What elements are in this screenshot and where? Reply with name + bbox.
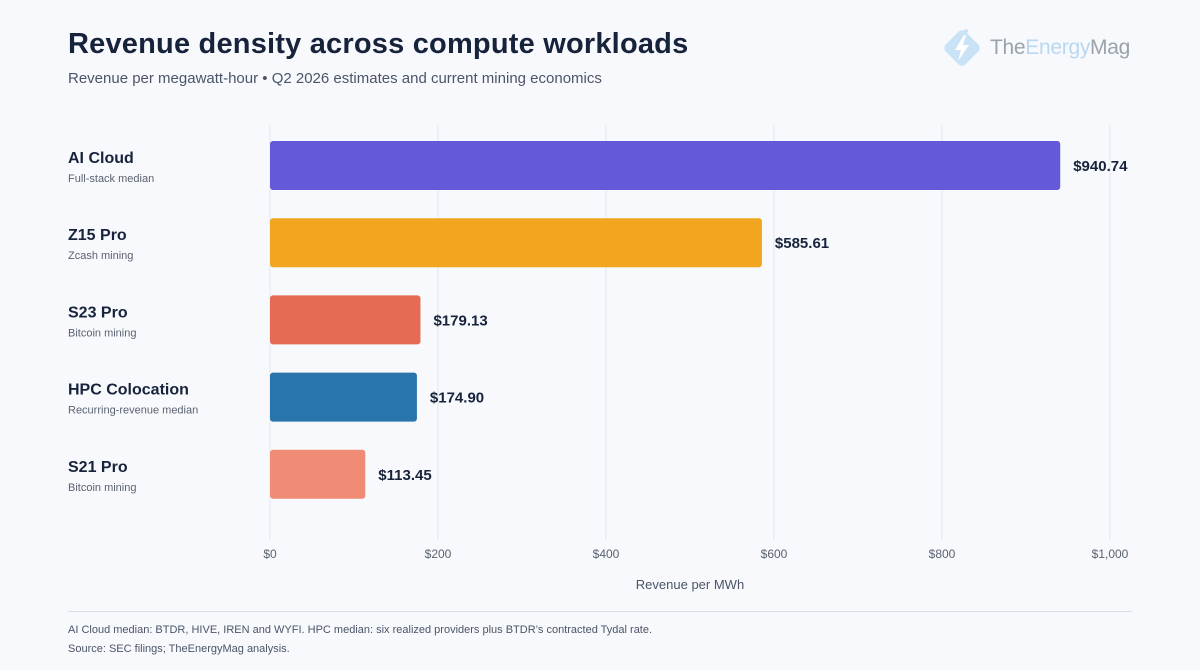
bar bbox=[270, 449, 366, 499]
bar bbox=[270, 295, 421, 345]
brand-name-part2: Energy bbox=[1025, 36, 1091, 59]
bar-value-label: $174.90 bbox=[430, 390, 484, 407]
bar-value-label: $179.13 bbox=[433, 312, 487, 329]
brand-logo[interactable]: TheEnergyMag bbox=[940, 26, 1130, 70]
brand-name-part3: Mag bbox=[1090, 36, 1130, 59]
category-sublabel: Bitcoin mining bbox=[68, 482, 136, 494]
x-tick-label: $400 bbox=[593, 547, 620, 561]
chart-title: Revenue density across compute workloads bbox=[68, 28, 689, 60]
brand-name-part1: The bbox=[990, 36, 1026, 59]
chart-subtitle: Revenue per megawatt-hour • Q2 2026 esti… bbox=[68, 70, 602, 87]
category-label: HPC Colocation bbox=[68, 382, 189, 399]
bolt-diamond-icon bbox=[944, 29, 980, 66]
footnote-source: Source: SEC filings; TheEnergyMag analys… bbox=[68, 643, 290, 655]
x-tick-label: $800 bbox=[929, 547, 956, 561]
x-tick-label: $600 bbox=[761, 547, 788, 561]
bar bbox=[270, 218, 762, 268]
bar-value-label: $940.74 bbox=[1073, 158, 1128, 175]
category-sublabel: Recurring-revenue median bbox=[68, 405, 198, 417]
x-tick-label: $1,000 bbox=[1092, 547, 1129, 561]
footer-divider bbox=[68, 611, 1132, 612]
footnote-methodology: AI Cloud median: BTDR, HIVE, IREN and WY… bbox=[68, 624, 653, 636]
bar-value-label: $113.45 bbox=[378, 467, 431, 484]
x-tick-label: $0 bbox=[263, 547, 277, 561]
category-sublabel: Full-stack median bbox=[68, 173, 154, 185]
category-label: Z15 Pro bbox=[68, 227, 127, 244]
brand-name: TheEnergyMag bbox=[990, 36, 1130, 60]
x-axis-label: Revenue per MWh bbox=[636, 577, 744, 592]
category-sublabel: Bitcoin mining bbox=[68, 327, 136, 339]
category-label: AI Cloud bbox=[68, 150, 134, 167]
bar bbox=[270, 141, 1061, 190]
x-tick-label: $200 bbox=[425, 547, 452, 561]
category-label: S23 Pro bbox=[68, 304, 128, 321]
bar-chart: $0 $200 $400 $600 $800 $1,000 Revenue per MWh A… bbox=[68, 125, 1129, 592]
category-sublabel: Zcash mining bbox=[68, 250, 133, 262]
bar-value-label: $585.61 bbox=[775, 235, 829, 252]
category-label: S21 Pro bbox=[68, 459, 128, 476]
bar bbox=[270, 372, 417, 422]
